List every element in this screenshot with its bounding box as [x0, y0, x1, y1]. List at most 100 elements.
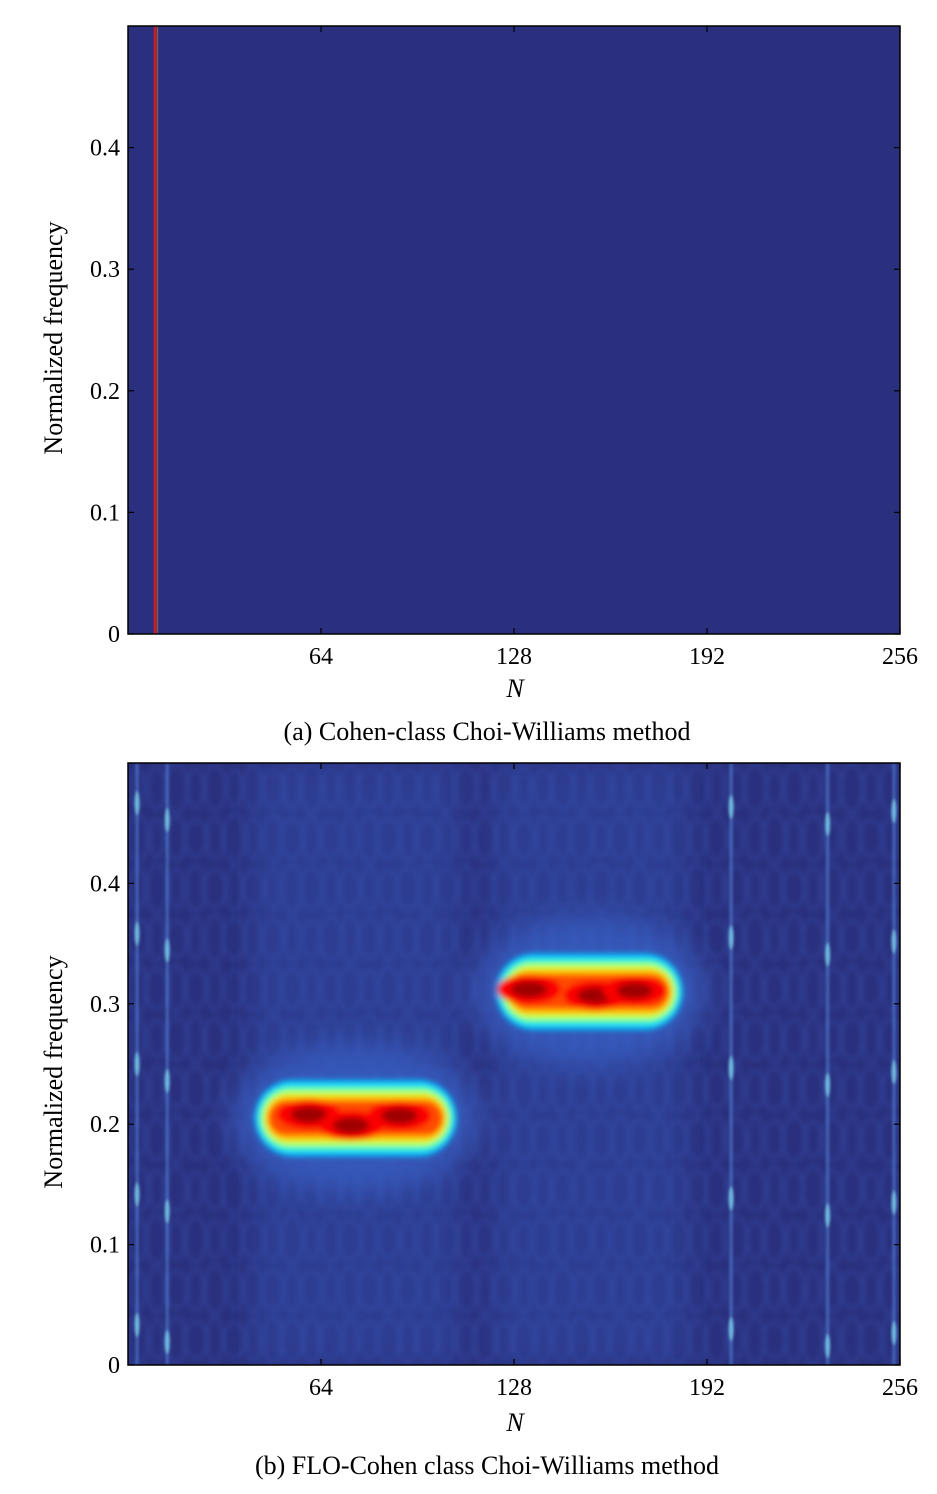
texture-arc: [226, 1268, 243, 1311]
x-tick-label: 256: [882, 1375, 918, 1401]
texture-arc: [804, 1120, 823, 1159]
streak-spot: [164, 1199, 170, 1224]
texture-arc: [726, 1170, 746, 1209]
texture-arc: [708, 1016, 725, 1062]
texture-arc: [784, 1063, 803, 1115]
texture-arc: [785, 1220, 802, 1259]
texture-arc: [705, 1315, 728, 1365]
texture-arc: [882, 1219, 899, 1260]
texture-arc: [203, 1264, 226, 1315]
blob-peak-core: [333, 1117, 370, 1134]
heatmap-b-blob: [495, 953, 683, 1030]
streak-spot: [728, 1056, 734, 1080]
texture-arc: [205, 1316, 224, 1364]
streak-spot: [134, 1313, 140, 1337]
texture-arc: [782, 1265, 805, 1314]
heatmap-b-streaks: [134, 763, 897, 1365]
panel-a: 0 0.1 0.2 0.3 0.4 64 128 192 256 Normalized fre…: [39, 25, 918, 746]
x-tick-label: 128: [496, 1375, 532, 1401]
texture-arc: [206, 965, 223, 1012]
x-tick-label: 192: [689, 1375, 725, 1401]
texture-arc: [766, 917, 783, 960]
y-tick-label: 0.2: [90, 1112, 120, 1138]
texture-arc: [747, 868, 764, 909]
texture-arc: [881, 1069, 900, 1109]
y-tick-label: 0: [108, 1353, 120, 1379]
streak-spot: [134, 921, 140, 946]
y-tick-label: 0: [108, 622, 120, 648]
texture-arc: [689, 1214, 706, 1265]
texture-arc: [804, 866, 823, 911]
texture-arc: [225, 865, 244, 912]
texture-arc: [726, 916, 746, 961]
texture-arc: [784, 1317, 803, 1363]
x-tick-label: 64: [309, 1375, 333, 1401]
y-tick-label: 0.3: [90, 257, 120, 283]
y-tick-label: 0.2: [90, 379, 120, 405]
streak-spot: [825, 1203, 831, 1228]
blob-peak-core: [381, 1107, 418, 1124]
texture-arc: [859, 1215, 883, 1264]
blob-peak-core: [511, 981, 548, 998]
texture-arc: [724, 1118, 748, 1161]
texture-arc: [705, 815, 728, 862]
texture-arc: [840, 1166, 863, 1213]
texture-arc: [688, 818, 707, 859]
texture-arc: [707, 1114, 726, 1165]
streak-spot: [134, 1182, 140, 1207]
texture-arc: [805, 1269, 822, 1310]
texture-arc: [821, 1117, 844, 1162]
texture-arc: [861, 766, 881, 810]
streak-spot: [728, 1317, 734, 1341]
texture-arc: [784, 817, 803, 860]
streak-spot: [134, 1052, 140, 1076]
blob-peak-core: [290, 1106, 327, 1123]
texture-arc: [805, 768, 822, 808]
streak-spot: [164, 1330, 170, 1354]
texture-arc: [746, 1219, 765, 1260]
texture-arc: [184, 968, 207, 1009]
heatmap-b-blob: [254, 1080, 457, 1157]
streak-spot: [891, 1321, 897, 1345]
texture-arc: [802, 814, 825, 863]
texture-arc: [686, 1266, 709, 1313]
streak-spot: [728, 1186, 734, 1211]
x-tick-label: 192: [689, 644, 725, 670]
y-axis-label-b: Normalized frequency: [39, 955, 68, 1188]
texture-arc: [878, 868, 900, 909]
caption-b: (b) FLO-Cohen class Choi-Williams method: [255, 1451, 719, 1480]
texture-arc: [708, 1270, 725, 1309]
texture-arc: [763, 969, 786, 1008]
texture-arc: [226, 767, 243, 809]
texture-arc: [840, 919, 863, 958]
texture-arc: [223, 813, 246, 864]
texture-arc: [223, 1320, 246, 1360]
texture-arc: [882, 965, 899, 1012]
x-tick-label: 128: [496, 644, 532, 670]
texture-arc: [765, 767, 784, 809]
heatmap-a-background: [128, 26, 900, 634]
texture-arc: [226, 1014, 243, 1064]
texture-arc: [782, 1018, 805, 1060]
texture-arc: [747, 1115, 764, 1164]
texture-arc: [805, 1015, 822, 1063]
texture-arc: [187, 916, 204, 961]
texture-arc: [147, 915, 167, 962]
blob-peak-core: [616, 982, 653, 999]
texture-arc: [766, 1164, 783, 1215]
texture-arc: [205, 1069, 224, 1109]
texture-arc: [765, 1014, 784, 1064]
texture-arc: [148, 1064, 166, 1114]
texture-arc: [168, 867, 185, 910]
texture-arc: [782, 764, 805, 812]
streak-spot: [728, 925, 734, 950]
texture-arc: [823, 1169, 842, 1210]
texture-arc: [746, 965, 765, 1012]
streak-spot: [891, 799, 897, 823]
y-tick-label: 0.4: [90, 871, 120, 897]
texture-arc: [824, 1318, 841, 1362]
texture-arc: [187, 1170, 204, 1209]
texture-arc: [763, 1216, 786, 1263]
x-tick-label: 64: [309, 644, 333, 670]
